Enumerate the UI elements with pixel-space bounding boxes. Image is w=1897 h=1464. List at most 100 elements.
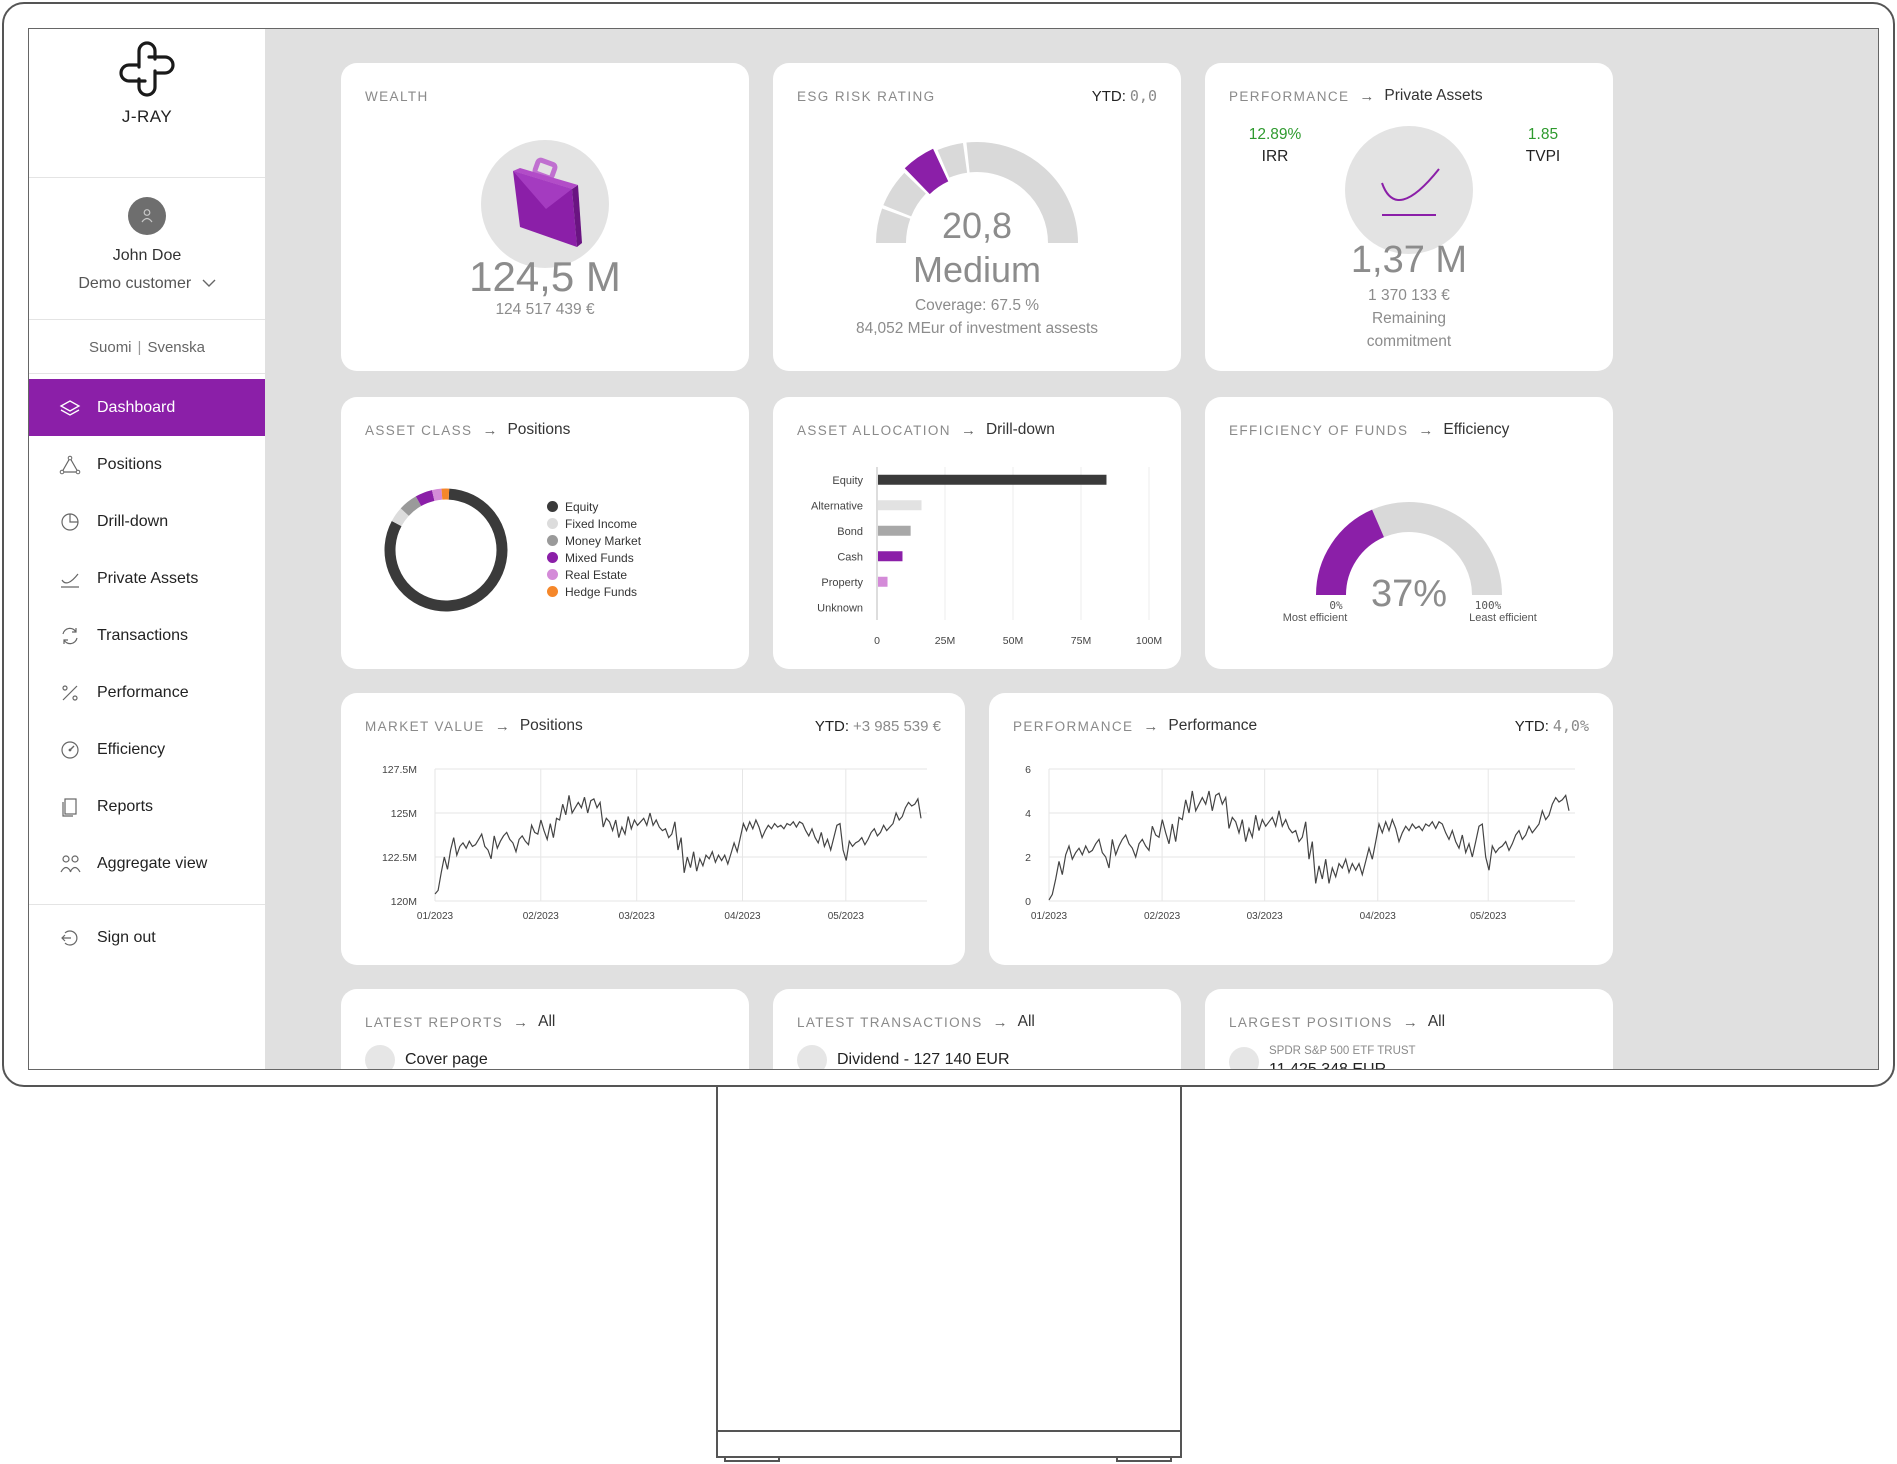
language-svenska[interactable]: Svenska — [147, 339, 205, 356]
list-item[interactable]: Dividend - 127 140 EUR — [797, 1045, 1010, 1069]
j-ray-logo-icon — [119, 41, 175, 97]
legend-label: Hedge Funds — [565, 584, 638, 599]
x-tick-label: 01/2023 — [417, 911, 454, 922]
stand-foot — [724, 1458, 780, 1462]
sign-out-icon — [59, 927, 81, 949]
nav-aggregate-view[interactable]: Aggregate view — [29, 835, 265, 892]
max-pct: 100% — [1474, 599, 1502, 612]
card-link[interactable]: All — [1427, 1013, 1446, 1030]
nav-drill-down[interactable]: Drill-down — [29, 493, 265, 550]
sidebar: J-RAY John Doe Demo customer Suomi | Svens… — [29, 29, 265, 1069]
card-link[interactable]: All — [1017, 1013, 1035, 1030]
legend-swatch — [547, 552, 558, 563]
private-assets-card[interactable]: PERFORMANCE → Private Assets 12.89% IRR … — [1205, 63, 1613, 371]
x-tick-label: 05/2023 — [1470, 911, 1507, 922]
card-link[interactable]: Positions — [507, 421, 571, 438]
card-link[interactable]: Efficiency — [1443, 421, 1510, 438]
latest-reports-card[interactable]: LATEST REPORTS → All Cover page — [341, 989, 749, 1069]
asset-class-legend: Equity Fixed Income Money Market Mixed Fund… — [547, 498, 641, 600]
language-switcher: Suomi | Svenska — [89, 339, 205, 356]
irr-label: IRR — [1261, 148, 1289, 165]
card-header: ESG RISK RATING YTD: 0,0 — [797, 85, 1157, 107]
layers-icon — [59, 397, 81, 419]
card-link[interactable]: Performance — [1168, 717, 1258, 734]
sign-out-label: Sign out — [97, 928, 156, 946]
curve-chart-icon — [59, 568, 81, 590]
wealth-value: 124,5 M — [469, 253, 621, 300]
nav-transactions[interactable]: Transactions — [29, 607, 265, 664]
donut-slice — [391, 508, 409, 527]
language-suomi[interactable]: Suomi — [89, 339, 132, 356]
card-link[interactable]: Drill-down — [985, 421, 1055, 438]
efficiency-max: 100% Least efficient — [1453, 599, 1553, 624]
esg-card[interactable]: ESG RISK RATING YTD: 0,0 20,8 Medium Cove… — [773, 63, 1181, 371]
arrow-right-icon: → — [494, 717, 510, 735]
document-icon — [365, 1045, 395, 1069]
gauge-segment — [883, 172, 927, 217]
market-value-card[interactable]: MARKET VALUE → Positions YTD: +3 985 539 … — [341, 693, 965, 965]
card-title: LARGEST POSITIONS — [1229, 1014, 1393, 1030]
pe-value: 1,37 M — [1350, 239, 1468, 281]
list-item[interactable]: Cover page — [365, 1045, 488, 1069]
nav-reports[interactable]: Reports — [29, 778, 265, 835]
report-name: Cover page — [405, 1051, 488, 1068]
wealth-card[interactable]: WEALTH 124,5 M 124 517 439 € — [341, 63, 749, 371]
efficiency-card[interactable]: EFFICIENCY OF FUNDS → Efficiency 37% 0% … — [1205, 397, 1613, 669]
legend-label: Mixed Funds — [565, 550, 634, 565]
x-tick-label: 03/2023 — [619, 911, 656, 922]
esg-gauge — [876, 142, 1078, 244]
x-tick-label: 0 — [874, 635, 880, 647]
ytd-value: 4,0% — [1552, 717, 1589, 735]
card-header: ASSET CLASS → Positions — [365, 419, 725, 441]
nav-private-assets[interactable]: Private Assets — [29, 550, 265, 607]
esg-level: Medium — [912, 249, 1042, 290]
customer-selector[interactable]: Demo customer — [29, 275, 265, 293]
bar — [878, 500, 922, 511]
card-title: ASSET ALLOCATION — [797, 422, 951, 438]
donut-slice — [400, 496, 422, 516]
people-icon — [59, 853, 81, 875]
card-header: PERFORMANCE → Performance YTD: 4,0% — [1013, 715, 1589, 737]
card-title: PERFORMANCE — [1229, 88, 1350, 104]
gauge-segment-highlight — [904, 148, 949, 195]
asset-class-card[interactable]: ASSET CLASS → Positions Equity Fixed Inco… — [341, 397, 749, 669]
legend-swatch — [547, 535, 558, 546]
nav-label: Dashboard — [97, 398, 176, 416]
nav-positions[interactable]: Positions — [29, 436, 265, 493]
divider — [29, 373, 265, 374]
wealth-exact: 124 517 439 € — [495, 301, 595, 318]
asset-allocation-card[interactable]: ASSET ALLOCATION → Drill-down 0 25M 50M 75M… — [773, 397, 1181, 669]
ytd-value: +3 985 539 € — [852, 717, 941, 735]
pe-caption-1: Remaining — [1371, 310, 1447, 327]
latest-transactions-card[interactable]: LATEST TRANSACTIONS → All Dividend - 127… — [773, 989, 1181, 1069]
sign-out-button[interactable]: Sign out — [29, 909, 265, 966]
esg-coverage-detail: 84,052 MEur of investment assests — [855, 320, 1099, 337]
card-title: PERFORMANCE — [1013, 718, 1134, 734]
arrow-right-icon: → — [1143, 717, 1159, 735]
card-header: MARKET VALUE → Positions YTD: +3 985 539 … — [365, 715, 941, 737]
card-header: EFFICIENCY OF FUNDS → Efficiency — [1229, 419, 1589, 441]
nav-performance[interactable]: Performance — [29, 664, 265, 721]
series-line — [1048, 790, 1570, 901]
irr-stat: 12.89% IRR — [1235, 126, 1315, 166]
avatar[interactable] — [128, 197, 166, 235]
y-tick-label: Equity — [832, 475, 863, 487]
x-tick-label: 04/2023 — [1360, 911, 1397, 922]
largest-positions-card[interactable]: LARGEST POSITIONS → All SPDR S&P 500 ETF… — [1205, 989, 1613, 1070]
asset-allocation-bar-chart: 0 25M 50M 75M 100M Equity Alternative Bond Cash P… — [811, 467, 1162, 647]
logo[interactable]: J-RAY — [29, 37, 265, 127]
nav-efficiency[interactable]: Efficiency — [29, 721, 265, 778]
briefcase-icon — [481, 140, 609, 268]
nav-dashboard[interactable]: Dashboard — [29, 379, 265, 436]
card-link[interactable]: Positions — [519, 717, 583, 734]
card-link[interactable]: Private Assets — [1384, 87, 1483, 104]
y-tick-label: 122.5M — [382, 852, 417, 864]
list-item[interactable]: SPDR S&P 500 ETF TRUST 11 425 348 EUR — [1229, 1045, 1416, 1070]
y-tick-label: 125M — [391, 808, 417, 820]
position-value: 11 425 348 EUR — [1269, 1061, 1387, 1070]
card-link[interactable]: All — [538, 1013, 556, 1030]
gauge-fill — [1316, 509, 1385, 596]
efficiency-gauge — [1316, 502, 1502, 596]
y-tick-label: Property — [821, 577, 863, 589]
